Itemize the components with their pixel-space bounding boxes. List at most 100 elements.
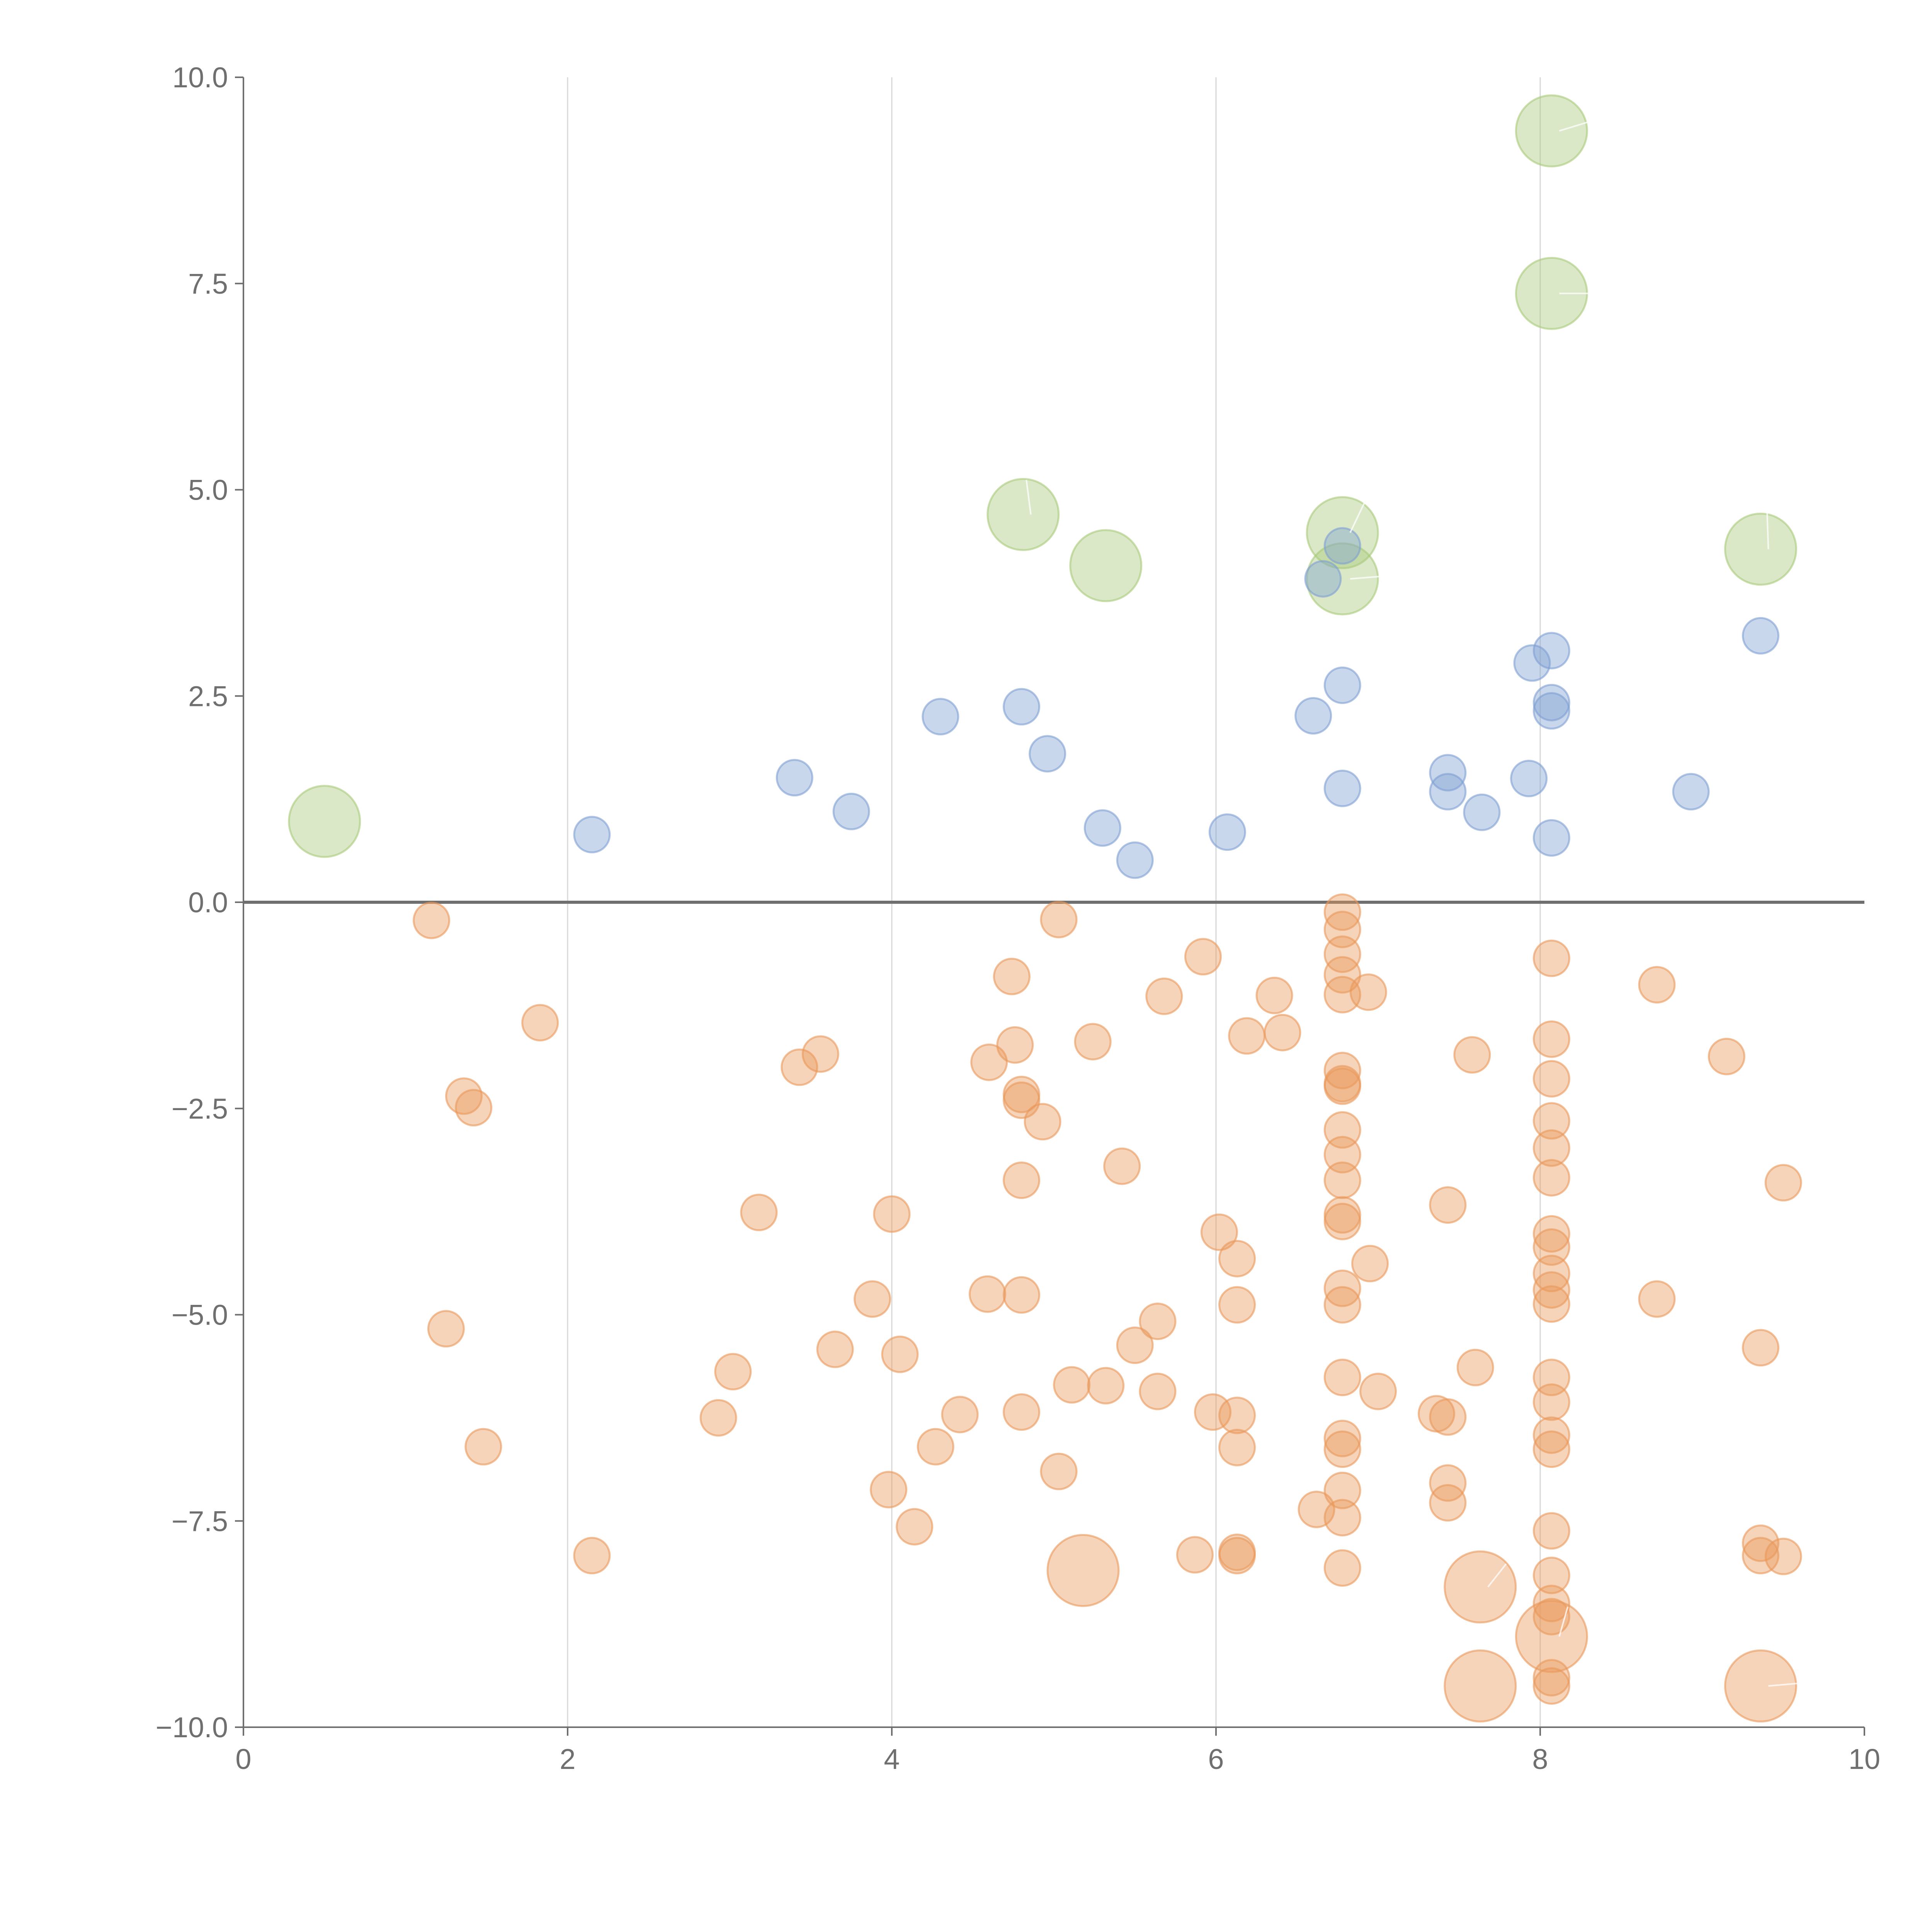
data-point-orange	[896, 1508, 934, 1546]
data-point-orange	[1456, 1349, 1494, 1386]
data-point-orange	[1532, 1159, 1570, 1197]
data-point-orange	[1764, 1164, 1802, 1202]
data-point-green	[1069, 529, 1143, 602]
data-point-orange	[1264, 1014, 1301, 1051]
data-point-blue	[1532, 684, 1570, 721]
data-point-orange	[1323, 1499, 1361, 1537]
data-point-orange	[699, 1399, 737, 1437]
data-point-orange	[781, 1048, 818, 1086]
data-point-orange	[1024, 1103, 1061, 1141]
data-point-orange	[969, 1275, 1007, 1313]
data-point-orange	[1003, 1393, 1041, 1431]
data-point-orange	[1323, 935, 1361, 973]
data-point-orange	[1323, 1161, 1361, 1199]
data-point-orange	[1532, 1556, 1570, 1594]
x-tick-label: 4	[884, 1743, 900, 1775]
data-point-orange	[1429, 1186, 1467, 1224]
data-point-blue	[1532, 632, 1570, 670]
y-tick-label: 10.0	[172, 61, 228, 94]
label-leader-line	[1766, 513, 1769, 549]
data-point-orange	[1532, 1271, 1570, 1309]
data-point-orange	[1532, 1255, 1570, 1293]
data-point-blue	[776, 759, 813, 797]
data-point-orange	[1742, 1524, 1780, 1562]
x-tick-label: 0	[235, 1743, 251, 1775]
data-point-orange	[1532, 1667, 1570, 1705]
x-tick-label: 10	[1849, 1743, 1880, 1775]
data-point-orange	[1532, 1512, 1570, 1550]
data-point-blue	[1323, 527, 1361, 565]
data-point-orange	[1003, 1161, 1041, 1199]
data-point-orange	[740, 1194, 778, 1231]
y-tick-label: −2.5	[172, 1093, 228, 1125]
data-point-orange	[1532, 939, 1570, 977]
data-point-orange	[521, 1004, 559, 1042]
data-point-orange	[1053, 1366, 1091, 1404]
data-point-blue	[832, 793, 870, 830]
data-point-orange	[1453, 1036, 1491, 1074]
data-point-orange	[1429, 1484, 1467, 1522]
y-tick-label: 5.0	[188, 474, 228, 506]
data-point-orange	[1532, 1585, 1570, 1622]
label-leader-line	[1559, 118, 1597, 132]
data-point-orange	[1708, 1037, 1745, 1075]
data-point-orange	[1194, 1393, 1232, 1431]
label-leader-line	[1487, 1563, 1507, 1588]
data-point-orange	[873, 1195, 911, 1233]
data-point-orange	[464, 1428, 502, 1466]
data-point-orange	[1349, 973, 1387, 1011]
y-tick-label: 2.5	[188, 680, 228, 712]
data-point-orange	[573, 1537, 611, 1575]
data-point-orange	[1040, 1452, 1078, 1490]
data-point-green	[1724, 512, 1798, 586]
data-point-orange	[1532, 1659, 1570, 1697]
y-tick-label: −7.5	[172, 1505, 228, 1537]
data-point-blue	[922, 698, 959, 736]
data-point-orange	[1139, 1303, 1177, 1340]
y-tick-label: −10.0	[156, 1711, 228, 1743]
data-points	[288, 94, 1802, 1723]
data-point-orange	[1359, 1372, 1397, 1410]
data-point-orange	[993, 957, 1031, 995]
data-point-orange	[1532, 1430, 1570, 1468]
data-point-orange	[1103, 1147, 1141, 1185]
data-point-orange	[881, 1335, 919, 1373]
data-point-orange	[1003, 1276, 1041, 1314]
data-point-orange	[427, 1310, 465, 1348]
data-point-orange	[1532, 1598, 1570, 1636]
data-point-orange	[1532, 1416, 1570, 1454]
data-point-orange	[714, 1353, 752, 1391]
data-point-orange	[1323, 1471, 1361, 1509]
data-point-blue	[1532, 819, 1570, 857]
data-point-blue	[1116, 841, 1154, 879]
axes: 0 2 4 6 8 10 10.0 7.5 5.0 2.5 0.0 −2.5 −5.0 −7.5 −10.0	[156, 61, 1880, 1775]
data-point-orange	[1429, 1398, 1467, 1436]
data-point-blue	[1323, 769, 1361, 807]
data-point-orange	[917, 1428, 954, 1466]
data-point-orange	[1218, 1396, 1256, 1434]
data-point-orange	[1638, 966, 1676, 1003]
data-point-blue	[1510, 760, 1548, 798]
data-point-orange	[1532, 1060, 1570, 1098]
data-point-orange	[1087, 1367, 1125, 1405]
data-point-orange	[1218, 1537, 1256, 1575]
data-point-orange	[1532, 1215, 1570, 1253]
data-point-orange	[1323, 1286, 1361, 1324]
data-point-blue	[1294, 697, 1332, 735]
data-point-orange	[1724, 1649, 1798, 1723]
data-point-blue	[1513, 644, 1551, 682]
data-point-orange	[1532, 1383, 1570, 1421]
data-point-orange	[854, 1280, 891, 1318]
data-point-blue	[1742, 617, 1780, 655]
data-point-orange	[1323, 1136, 1361, 1173]
data-point-orange	[941, 1396, 979, 1434]
data-point-orange	[1532, 1020, 1570, 1058]
data-point-orange	[1116, 1326, 1154, 1364]
data-point-orange	[1351, 1245, 1389, 1282]
data-point-orange	[1074, 1023, 1112, 1061]
data-point-orange	[870, 1471, 908, 1509]
data-point-blue	[1003, 688, 1041, 726]
data-point-orange	[1139, 1372, 1177, 1410]
label-leader-line	[1026, 480, 1032, 515]
data-point-orange	[1040, 901, 1078, 939]
